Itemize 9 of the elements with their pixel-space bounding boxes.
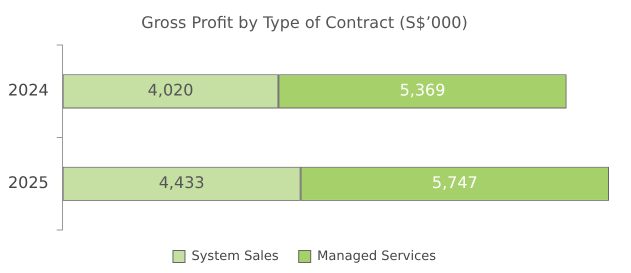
data-label: 5,369 [400, 80, 446, 100]
legend-label: System Sales [191, 248, 279, 264]
data-label: 4,020 [148, 80, 194, 100]
data-label: 4,433 [158, 172, 205, 192]
y-tick-label: 2024 [8, 80, 49, 100]
chart-title: Gross Profit by Type of Contract (S$’000) [141, 12, 468, 32]
data-label: 5,747 [432, 172, 478, 192]
y-tick-label: 2025 [8, 172, 49, 192]
legend-label: Managed Services [317, 248, 436, 264]
